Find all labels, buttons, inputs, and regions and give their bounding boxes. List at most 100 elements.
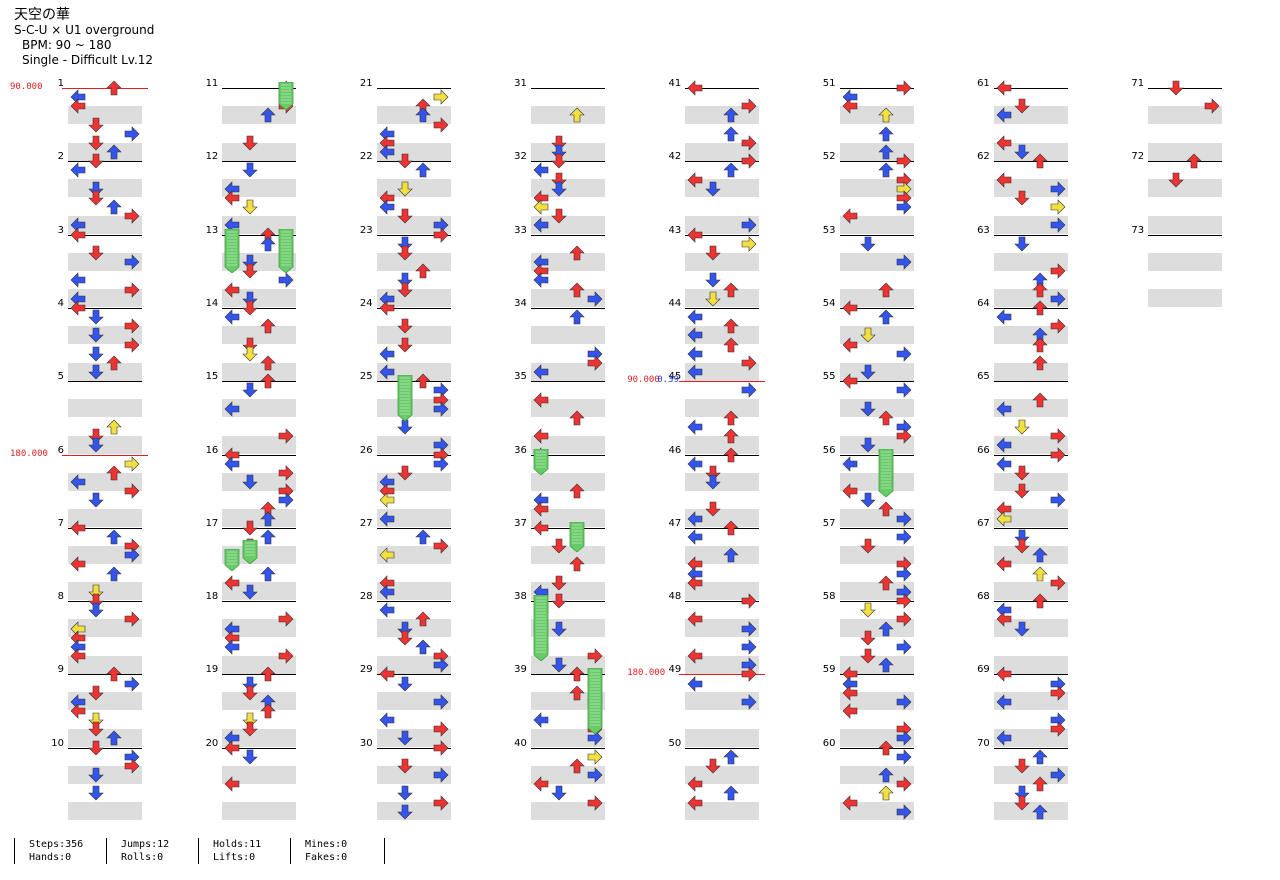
step-arrow-right-icon — [278, 648, 294, 664]
beat-band — [530, 545, 605, 564]
step-arrow-left-icon — [70, 226, 86, 243]
step-arrow-right-icon — [124, 675, 140, 692]
step-arrow-left-icon — [996, 309, 1012, 325]
bpm-change-label: 180.000 — [627, 668, 666, 679]
step-arrow-left-icon — [996, 400, 1012, 417]
measure-bar-line — [685, 747, 760, 749]
measure-number: 15 — [205, 371, 219, 383]
measure-bar-line — [839, 601, 914, 603]
step-arrow-down-icon — [88, 584, 104, 600]
measure-bar-line — [530, 161, 605, 163]
step-arrow-up-icon — [414, 639, 431, 655]
measure-bar-line — [376, 381, 451, 383]
step-arrow-left-icon — [687, 226, 703, 243]
step-arrow-down-icon — [88, 245, 104, 261]
hold-note — [397, 375, 412, 422]
step-arrow-left-icon — [70, 162, 86, 179]
beat-band — [68, 234, 142, 251]
measure-bar-line — [993, 234, 1068, 236]
step-arrow-right-icon — [587, 767, 603, 783]
step-arrow-right-icon — [741, 593, 757, 609]
step-arrow-left-icon — [996, 611, 1012, 628]
step-arrow-up-icon — [877, 767, 894, 783]
step-arrow-up-icon — [1032, 153, 1048, 169]
beat-band — [376, 454, 451, 471]
measure-bar-line — [530, 88, 605, 89]
step-arrow-left-icon — [687, 648, 703, 664]
beat-band — [530, 160, 605, 177]
measure-number: 21 — [359, 78, 373, 89]
step-arrow-right-icon — [1050, 574, 1066, 591]
beat-band — [839, 399, 914, 418]
hold-note — [224, 549, 240, 572]
step-arrow-down-icon — [396, 419, 413, 435]
step-arrow-right-icon — [278, 465, 294, 481]
step-arrow-up-icon — [569, 483, 585, 499]
beat-band — [993, 545, 1068, 564]
step-arrow-right-icon — [1050, 199, 1066, 215]
step-arrow-down-icon — [242, 254, 259, 270]
beat-band — [222, 106, 297, 124]
step-arrow-left-icon — [687, 364, 703, 380]
step-arrow-left-icon — [224, 400, 240, 417]
beat-band — [993, 142, 1068, 161]
beat-band — [68, 582, 142, 601]
beat-band — [222, 655, 297, 674]
step-arrow-up-icon — [877, 657, 894, 673]
beat-band — [530, 289, 605, 308]
beat-band — [376, 160, 451, 177]
step-arrow-up-icon — [414, 108, 431, 123]
measure-bar-line — [68, 601, 142, 603]
step-arrow-left-icon — [842, 373, 857, 389]
step-arrow-right-icon — [896, 593, 911, 609]
step-arrow-right-icon — [124, 758, 140, 774]
beat-band — [530, 417, 605, 436]
step-arrow-up-icon — [723, 318, 739, 334]
beat-band — [1148, 289, 1223, 308]
measure-bar-line — [993, 527, 1068, 529]
beat-band — [993, 362, 1068, 381]
beat-band — [685, 454, 760, 471]
beat-band — [68, 564, 142, 583]
beat-band — [993, 124, 1068, 143]
step-arrow-left-icon — [533, 520, 549, 536]
step-arrow-right-icon — [124, 455, 140, 472]
beat-band — [222, 582, 297, 601]
beat-band — [685, 197, 760, 216]
step-arrow-left-icon — [687, 455, 703, 472]
step-arrow-down-icon — [88, 712, 104, 728]
measure-number: 14 — [205, 297, 219, 309]
step-arrow-down-icon — [551, 144, 567, 160]
beat-band — [222, 674, 297, 690]
measure-number: 66 — [977, 444, 990, 456]
step-arrow-up-icon — [723, 163, 739, 178]
step-arrow-up-icon — [260, 703, 277, 719]
measure-number: 19 — [205, 664, 219, 676]
step-arrow-right-icon — [896, 776, 911, 793]
beat-band — [530, 637, 605, 656]
beat-band — [993, 417, 1068, 436]
step-arrow-right-icon — [1050, 263, 1066, 279]
step-arrow-right-icon — [1204, 98, 1220, 115]
step-arrow-down-icon — [88, 721, 104, 737]
beat-band — [1148, 179, 1223, 198]
step-arrow-up-icon — [877, 740, 894, 755]
beat-band — [376, 637, 451, 656]
beat-band — [993, 270, 1068, 289]
measure-bar-line — [839, 234, 914, 236]
step-arrow-down-icon — [88, 346, 104, 362]
step-arrow-right-icon — [124, 483, 140, 499]
beat-band — [839, 362, 914, 381]
beat-band — [530, 765, 605, 784]
step-arrow-left-icon — [996, 694, 1012, 710]
beat-band — [993, 234, 1068, 251]
beat-band — [376, 692, 451, 711]
measure-bar-line — [1148, 161, 1223, 163]
beat-band — [68, 490, 142, 509]
beat-band — [685, 674, 760, 690]
beat-band — [68, 619, 142, 638]
beat-band — [685, 692, 760, 711]
step-arrow-right-icon — [1050, 181, 1066, 197]
measure-number: 8 — [57, 591, 64, 603]
beat-band — [530, 692, 605, 711]
